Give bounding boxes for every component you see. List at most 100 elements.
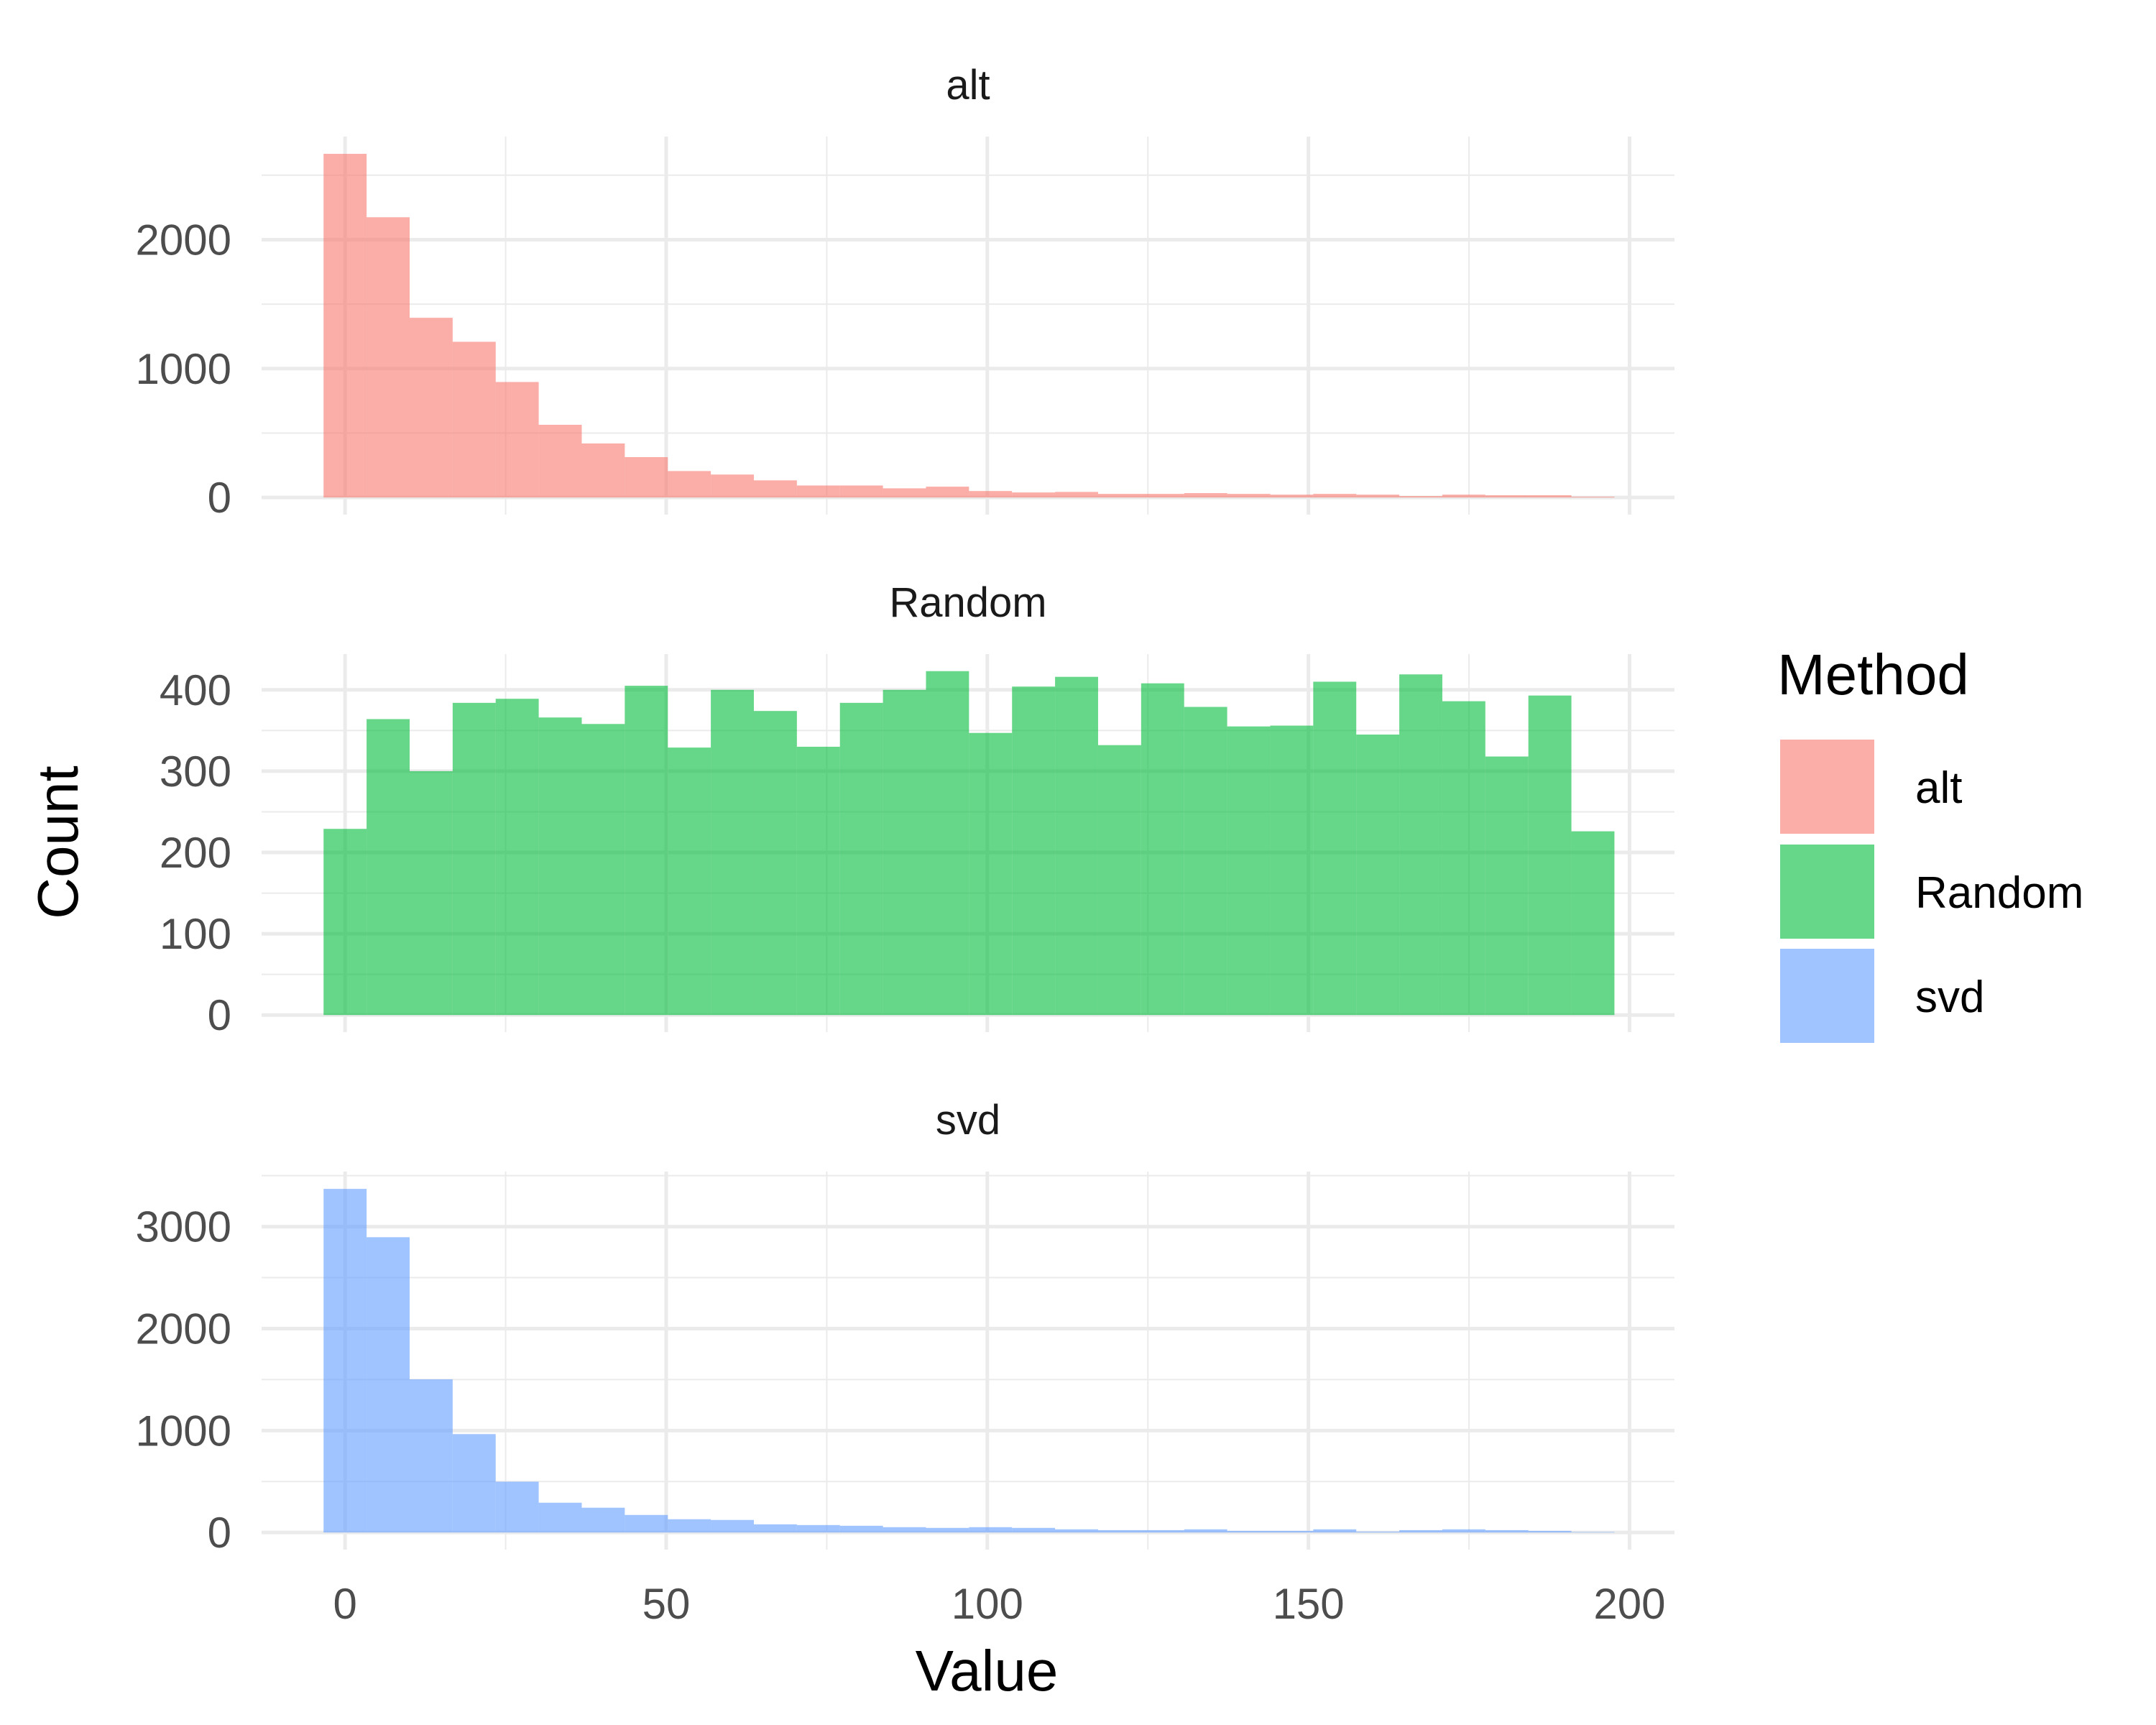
x-tick-label: 100 [952, 1580, 1023, 1628]
histogram-bar [409, 770, 453, 1016]
x-tick-label: 200 [1593, 1580, 1665, 1628]
panel-svd: svd 0 1000 2000 3000 [136, 1097, 1674, 1557]
y-tick-label: 0 [208, 1509, 231, 1557]
histogram-bar [883, 488, 926, 498]
y-tick-label: 2000 [136, 1305, 231, 1353]
legend-label: Random [1915, 868, 2083, 918]
y-tick-label: 1000 [136, 345, 231, 393]
legend-item-alt: alt [1780, 740, 1962, 834]
strip-label: svd [936, 1097, 1000, 1144]
histogram-bar [1012, 492, 1056, 498]
histogram-bar [581, 724, 625, 1016]
histogram-bar [367, 1237, 410, 1533]
histogram-bar [409, 1379, 453, 1533]
panel-alt: alt 0 1000 2000 [136, 62, 1674, 522]
legend: Method alt Random svd [1777, 643, 2083, 1043]
x-axis-title: Value [916, 1639, 1059, 1703]
histogram-bar [367, 217, 410, 498]
histogram-bar [323, 829, 367, 1016]
histogram-bar [1571, 831, 1615, 1016]
histogram-bar [1442, 701, 1485, 1016]
histogram-bar [1356, 734, 1400, 1016]
histogram-bar [926, 671, 969, 1016]
histogram-bar [753, 480, 797, 498]
y-tick-label: 100 [160, 910, 231, 958]
histogram-bar [796, 1524, 840, 1533]
facet-panels: alt 0 1000 2000 Random 0 100 200 300 400 svd 0 1000 2… [136, 62, 1674, 1557]
y-tick-label: 1000 [136, 1407, 231, 1455]
histogram-bar [495, 1481, 539, 1533]
histogram-bar [1227, 726, 1271, 1016]
histogram-bar [1012, 686, 1056, 1016]
histogram-bar [495, 382, 539, 498]
strip-label: Random [889, 579, 1046, 626]
histogram-bar [1097, 1530, 1141, 1533]
histogram-bar [1442, 1529, 1485, 1533]
histogram-bar [1055, 676, 1098, 1016]
histogram-bar [1227, 494, 1271, 498]
histogram-bar [668, 471, 711, 498]
y-tick-label: 0 [208, 474, 231, 522]
histogram-bar [711, 474, 754, 498]
histogram-bar [969, 732, 1013, 1016]
histogram-bar [625, 686, 668, 1016]
histogram-bar [1141, 683, 1184, 1016]
histogram-bar [926, 487, 969, 498]
legend-item-random: Random [1780, 845, 2083, 939]
legend-title: Method [1777, 643, 1969, 707]
histogram-bar [1184, 707, 1227, 1016]
histogram-bar [839, 702, 883, 1016]
legend-label: svd [1915, 972, 1984, 1022]
histogram-bar [1528, 1530, 1572, 1533]
histogram-bar [367, 719, 410, 1016]
histogram-bar [452, 702, 496, 1016]
strip-label: alt [946, 62, 990, 109]
histogram-bar [796, 485, 840, 498]
histogram-bar [1141, 494, 1184, 498]
histogram-bar [538, 425, 582, 498]
histogram-bar [1399, 496, 1442, 498]
y-tick-label: 2000 [136, 216, 231, 264]
histogram-bar [538, 717, 582, 1016]
histogram-bar [1399, 1530, 1442, 1533]
histogram-bar [323, 154, 367, 498]
histogram-bar [1184, 493, 1227, 498]
histogram-bar [1141, 1530, 1184, 1533]
legend-key [1780, 740, 1874, 834]
histogram-bar [883, 689, 926, 1016]
histogram-bar [1055, 492, 1098, 498]
y-tick-label: 200 [160, 829, 231, 877]
histogram-bar [581, 443, 625, 498]
histogram-bar [495, 699, 539, 1016]
histogram-bar [753, 1524, 797, 1533]
histogram-bar [839, 1525, 883, 1533]
legend-key [1780, 845, 1874, 939]
histogram-bar [1097, 745, 1141, 1016]
histogram-bar [538, 1502, 582, 1533]
histogram-bar [883, 1527, 926, 1533]
histogram-bar [1528, 495, 1572, 498]
y-tick-label: 400 [160, 666, 231, 714]
histogram-bar [1313, 1529, 1357, 1533]
legend-item-svd: svd [1780, 949, 1984, 1043]
histogram-bar [1528, 695, 1572, 1016]
y-axis-title: Count [26, 765, 90, 919]
histogram-bar [969, 1527, 1013, 1533]
histogram-bar [1055, 1529, 1098, 1533]
histogram-bar [1097, 494, 1141, 498]
histogram-bar [668, 1519, 711, 1533]
histogram-bar [1356, 494, 1400, 498]
histogram-bar [323, 1189, 367, 1533]
histogram-bar [625, 457, 668, 498]
histogram-bar [969, 491, 1013, 498]
histogram-bar [1227, 1530, 1271, 1533]
histogram-bar [1270, 1530, 1314, 1533]
x-tick-label: 150 [1273, 1580, 1345, 1628]
histogram-bar [668, 748, 711, 1016]
histogram-bar [625, 1514, 668, 1533]
y-tick-label: 0 [208, 991, 231, 1039]
histogram-bar [1012, 1527, 1056, 1533]
y-tick-label: 3000 [136, 1203, 231, 1251]
x-axis: 0 50 100 150 200 [333, 1580, 1665, 1628]
